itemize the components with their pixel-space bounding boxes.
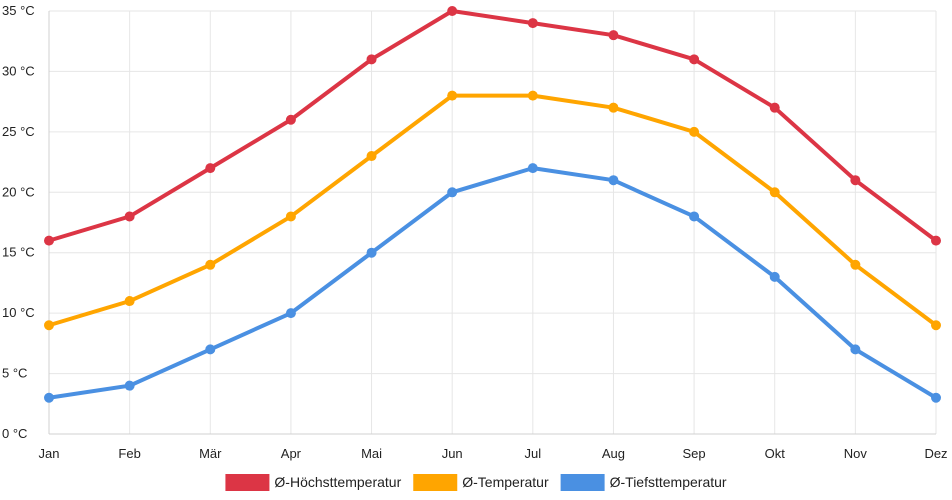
series-line: [47, 9, 938, 243]
y-tick-label: 10 °C: [2, 305, 35, 320]
legend-swatch: [560, 474, 605, 491]
data-point[interactable]: [931, 235, 941, 246]
data-point[interactable]: [124, 380, 135, 391]
grid: [48, 10, 937, 435]
data-point[interactable]: [44, 320, 54, 331]
series-3: [44, 163, 941, 403]
data-point[interactable]: [447, 90, 458, 101]
data-point[interactable]: [769, 187, 780, 198]
legend-swatch: [225, 474, 270, 491]
legend: Ø-Höchsttemperatur Ø-Temperatur Ø-Tiefstte…: [225, 474, 727, 491]
data-point[interactable]: [769, 102, 780, 113]
data-point[interactable]: [285, 308, 296, 319]
data-point[interactable]: [44, 392, 54, 403]
data-point[interactable]: [689, 211, 700, 222]
x-tick-label: Aug: [602, 446, 625, 461]
data-point[interactable]: [447, 187, 458, 198]
data-point[interactable]: [285, 211, 296, 222]
series-line: [47, 93, 938, 328]
data-point[interactable]: [124, 211, 135, 222]
x-tick-label: Feb: [118, 446, 140, 461]
y-tick-label: 25 °C: [2, 124, 35, 139]
x-tick-label: Dez: [924, 446, 947, 461]
x-tick-label: Mär: [199, 446, 222, 461]
y-tick-label: 20 °C: [2, 184, 35, 199]
x-tick-label: Okt: [765, 446, 786, 461]
x-tick-label: Apr: [281, 446, 302, 461]
data-point[interactable]: [366, 247, 377, 258]
data-point[interactable]: [689, 126, 700, 137]
data-point[interactable]: [366, 54, 377, 65]
y-tick-label: 30 °C: [2, 63, 35, 78]
x-tick-label: Jan: [39, 446, 60, 461]
legend-item[interactable]: Ø-Tiefsttemperatur: [560, 474, 727, 491]
data-point[interactable]: [205, 344, 216, 355]
data-point[interactable]: [850, 175, 861, 186]
data-point[interactable]: [608, 175, 619, 186]
data-point[interactable]: [527, 18, 538, 29]
data-point[interactable]: [366, 151, 377, 162]
legend-item[interactable]: Ø-Höchsttemperatur: [225, 474, 402, 491]
data-point[interactable]: [850, 259, 861, 270]
x-tick-label: Jun: [442, 446, 463, 461]
legend-item[interactable]: Ø-Temperatur: [413, 474, 549, 491]
x-tick-label: Nov: [844, 446, 868, 461]
x-tick-label: Sep: [683, 446, 706, 461]
series-1: [44, 6, 941, 246]
x-tick-label: Mai: [361, 446, 382, 461]
data-point[interactable]: [205, 163, 216, 174]
axes: 0 °C 5 °C 10 °C 15 °C 20 °C 25 °C 30 °C 35 °C Ja…: [2, 3, 948, 461]
data-point[interactable]: [689, 54, 700, 65]
data-point[interactable]: [44, 235, 54, 246]
series-2: [44, 90, 941, 331]
x-tick-label: Jul: [525, 446, 542, 461]
data-point[interactable]: [124, 296, 135, 307]
series: [44, 6, 941, 403]
data-point[interactable]: [608, 30, 619, 41]
data-point[interactable]: [447, 6, 458, 16]
legend-swatch: [413, 474, 458, 491]
y-tick-label: 5 °C: [2, 366, 27, 381]
y-tick-label: 35 °C: [2, 3, 35, 18]
data-point[interactable]: [931, 392, 941, 403]
legend-label: Ø-Tiefsttemperatur: [610, 474, 727, 490]
legend-label: Ø-Temperatur: [462, 474, 549, 490]
data-point[interactable]: [527, 163, 538, 174]
data-point[interactable]: [850, 344, 861, 355]
data-point[interactable]: [527, 90, 538, 101]
data-point[interactable]: [769, 271, 780, 282]
y-tick-label: 15 °C: [2, 245, 35, 260]
data-point[interactable]: [931, 320, 941, 331]
data-point[interactable]: [285, 114, 296, 125]
series-line: [47, 166, 938, 400]
data-point[interactable]: [608, 102, 619, 113]
legend-label: Ø-Höchsttemperatur: [274, 474, 401, 490]
y-tick-label: 0 °C: [2, 426, 27, 441]
data-point[interactable]: [205, 259, 216, 270]
